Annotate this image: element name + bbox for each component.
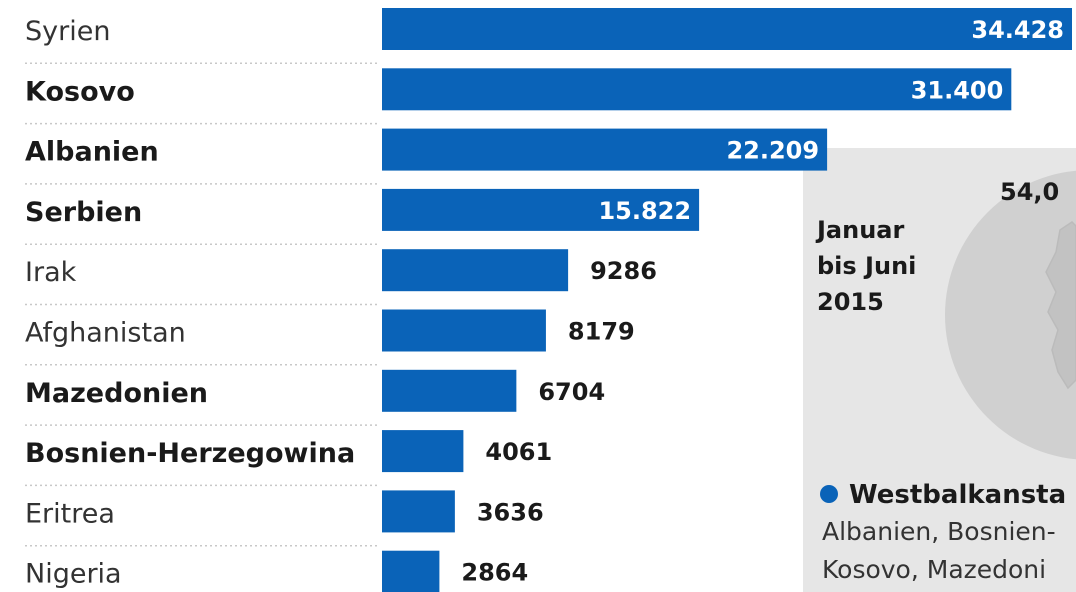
germany-map-icon bbox=[1045, 221, 1076, 390]
bar-mazedonien bbox=[382, 369, 517, 412]
category-label-irak: Irak bbox=[25, 257, 77, 288]
category-label-eritrea: Eritrea bbox=[25, 498, 115, 529]
value-label-kosovo: 31.400 bbox=[911, 76, 1004, 104]
value-label-nigeria: 2864 bbox=[461, 559, 528, 587]
legend-bullet-icon bbox=[820, 485, 838, 503]
category-label-serbien: Serbien bbox=[25, 197, 142, 228]
value-label-irak: 9286 bbox=[590, 257, 657, 285]
value-label-eritrea: 3636 bbox=[477, 498, 544, 526]
category-label-albanien: Albanien bbox=[25, 137, 159, 168]
value-label-serbien: 15.822 bbox=[598, 197, 691, 225]
bar-rows: Syrien 34.428 Kosovo 31.400 Albanien 22.209 Se… bbox=[25, 8, 1072, 592]
bar-syrien bbox=[382, 8, 1072, 50]
pie-value-label: 54,0 bbox=[1000, 178, 1059, 206]
period-label-line-1: Januar bbox=[815, 216, 904, 244]
category-label-syrien: Syrien bbox=[25, 16, 110, 47]
legend-line-2: Kosovo, Mazedoni bbox=[822, 555, 1046, 584]
period-label-line-2: bis Juni bbox=[817, 252, 916, 280]
value-label-albanien: 22.209 bbox=[726, 137, 819, 165]
legend-line-1: Albanien, Bosnien- bbox=[822, 517, 1056, 546]
value-label-syrien: 34.428 bbox=[971, 16, 1064, 44]
bar-kosovo bbox=[382, 68, 1012, 111]
bar-albanien bbox=[382, 128, 828, 171]
category-label-kosovo: Kosovo bbox=[25, 76, 135, 107]
value-label-mazedonien: 6704 bbox=[538, 378, 605, 406]
value-label-afghanistan: 8179 bbox=[568, 318, 635, 346]
bar-irak bbox=[382, 249, 569, 292]
pie-chart-circle bbox=[945, 170, 1076, 460]
bar-afghanistan bbox=[382, 309, 546, 352]
category-label-afghanistan: Afghanistan bbox=[25, 318, 186, 349]
period-label-line-3: 2015 bbox=[817, 288, 884, 316]
bar-nigeria bbox=[382, 550, 440, 592]
bar-bosnien-herzegowina bbox=[382, 430, 464, 473]
category-label-nigeria: Nigeria bbox=[25, 559, 122, 590]
bar-serbien bbox=[382, 188, 700, 231]
legend-title: Westbalkansta bbox=[849, 480, 1066, 510]
category-label-bosnien-herzegowina: Bosnien-Herzegowina bbox=[25, 438, 355, 469]
value-label-bosnien-herzegowina: 4061 bbox=[485, 438, 552, 466]
side-panel: 54,0 Januar bis Juni 2015 Westbalkansta … bbox=[803, 148, 1076, 592]
category-label-mazedonien: Mazedonien bbox=[25, 378, 208, 409]
bar-eritrea bbox=[382, 490, 455, 533]
